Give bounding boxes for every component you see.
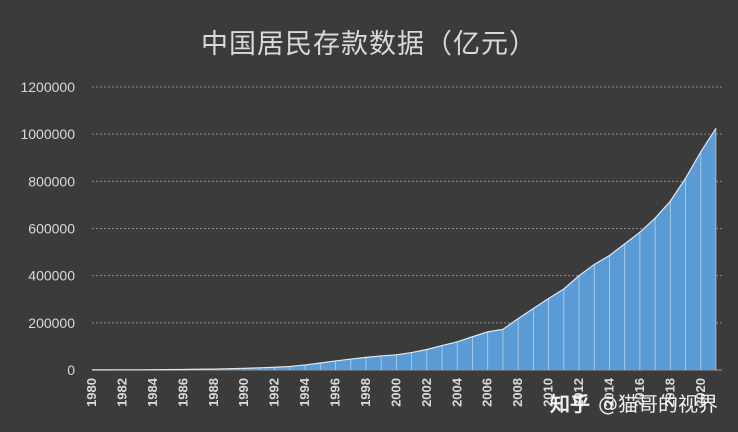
x-tick-label: 1996	[328, 378, 343, 407]
x-tick-label: 1990	[236, 378, 251, 407]
x-tick-label: 2014	[601, 377, 616, 407]
x-tick-label: 2020	[693, 378, 708, 407]
x-tick-label: 1980	[84, 378, 99, 407]
x-tick-label: 1992	[267, 378, 282, 407]
chart-title: 中国居民存款数据（亿元）	[201, 29, 537, 60]
x-tick-label: 1994	[297, 377, 312, 407]
x-tick-label: 2018	[662, 378, 677, 407]
x-tick-label: 1984	[145, 377, 160, 407]
x-tick-label: 2010	[541, 378, 556, 407]
x-tick-label: 2000	[388, 378, 403, 407]
x-tick-label: 2004	[449, 377, 464, 407]
x-tick-label: 2008	[510, 378, 525, 407]
y-tick-label: 200000	[28, 315, 75, 331]
x-tick-label: 2002	[419, 378, 434, 407]
watermark-site: 知乎	[550, 392, 590, 416]
y-tick-label: 0	[67, 362, 75, 378]
x-tick-label: 1986	[175, 378, 190, 407]
x-tick-label: 2016	[632, 378, 647, 407]
x-tick-label: 1998	[358, 378, 373, 407]
y-tick-label: 800000	[28, 173, 75, 189]
series-line	[91, 127, 717, 371]
y-tick-label: 600000	[28, 221, 75, 237]
area-fill	[92, 128, 716, 370]
x-tick-label: 2006	[480, 378, 495, 407]
y-tick-label: 1200000	[20, 79, 75, 95]
watermark-author: @猫哥的视界	[598, 392, 718, 416]
x-tick-label: 1988	[206, 378, 221, 407]
watermark: 知乎 @猫哥的视界	[550, 388, 718, 417]
y-tick-label: 1000000	[20, 126, 75, 142]
y-tick-label: 400000	[28, 268, 75, 284]
x-tick-label: 1982	[114, 378, 129, 407]
x-tick-label: 2012	[571, 378, 586, 407]
